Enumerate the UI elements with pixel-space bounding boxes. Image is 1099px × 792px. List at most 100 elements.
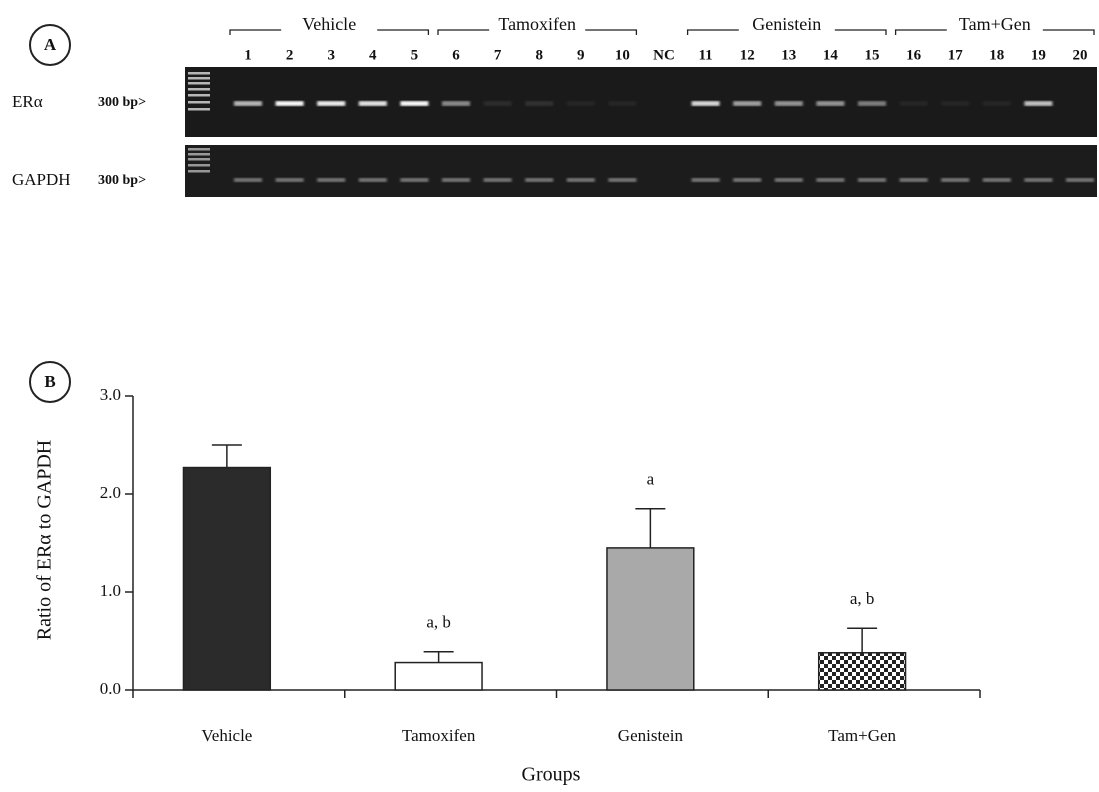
gel-band <box>359 101 387 106</box>
gel-band <box>317 101 345 106</box>
gel-band <box>733 178 761 182</box>
panel-label: B <box>44 372 55 391</box>
bar <box>819 653 906 690</box>
gel-band <box>484 101 512 106</box>
gel-band <box>900 101 928 106</box>
lane-label: 7 <box>494 47 502 63</box>
gel-band <box>941 101 969 106</box>
lane-label: 15 <box>865 47 880 63</box>
ladder-band <box>188 82 210 85</box>
gel-band <box>858 178 886 182</box>
lane-label: 19 <box>1031 47 1046 63</box>
gel-band <box>816 178 844 182</box>
gel-band <box>608 101 636 106</box>
ladder-band <box>188 88 210 91</box>
gel-band <box>276 101 304 106</box>
lane-label: NC <box>653 47 675 63</box>
figure: A 12345678910NC11121314151617181920Vehic… <box>0 0 1099 792</box>
ladder-band <box>188 148 210 151</box>
lane-label: 20 <box>1073 47 1088 63</box>
bar <box>395 663 482 690</box>
gel-band <box>775 178 803 182</box>
panel-label: A <box>44 35 57 54</box>
lane-label: 18 <box>989 47 1004 63</box>
gel-band <box>1024 178 1052 182</box>
x-tick-label: Tamoxifen <box>402 726 476 745</box>
gel-strip <box>185 145 1097 197</box>
lane-label: 13 <box>781 47 796 63</box>
lane-label: 8 <box>535 47 543 63</box>
gel-band <box>276 178 304 182</box>
lane-label: 9 <box>577 47 585 63</box>
lane-label: 5 <box>411 47 419 63</box>
gel-band <box>941 178 969 182</box>
annotation: a <box>647 470 655 489</box>
lane-label: 12 <box>740 47 755 63</box>
ladder-band <box>188 77 210 80</box>
bar <box>183 468 270 690</box>
lane-label: 10 <box>615 47 630 63</box>
gel-band <box>775 101 803 106</box>
x-tick-label: Genistein <box>618 726 684 745</box>
x-tick-label: Tam+Gen <box>828 726 896 745</box>
lane-label: 16 <box>906 47 922 63</box>
group-label: Vehicle <box>302 14 356 34</box>
group-label: Tamoxifen <box>498 14 576 34</box>
y-tick-label: 3.0 <box>100 385 121 404</box>
gel-band <box>567 101 595 106</box>
lane-label: 14 <box>823 47 839 63</box>
gel-band <box>567 178 595 182</box>
gel-band <box>900 178 928 182</box>
ladder-band <box>188 158 210 161</box>
lane-label: 17 <box>948 47 964 63</box>
y-tick-label: 1.0 <box>100 581 121 600</box>
gel-band <box>359 178 387 182</box>
gel-band <box>608 178 636 182</box>
y-axis-label: Ratio of ERα to GAPDH <box>34 440 56 640</box>
ladder-band <box>188 101 210 104</box>
row-label: ERα <box>12 92 43 111</box>
gel-band <box>733 101 761 106</box>
ladder-band <box>188 72 210 75</box>
ladder-band <box>188 164 210 167</box>
ladder-band <box>188 108 210 111</box>
lane-label: 2 <box>286 47 294 63</box>
gel-band <box>858 101 886 106</box>
annotation: a, b <box>850 589 875 608</box>
annotation: a, b <box>426 613 451 632</box>
gel-band <box>484 178 512 182</box>
gel-band <box>400 101 428 106</box>
x-tick-label: Vehicle <box>201 726 252 745</box>
lane-label: 3 <box>327 47 335 63</box>
gel-band <box>317 178 345 182</box>
gel-band <box>525 178 553 182</box>
gel-band <box>400 178 428 182</box>
gel-band <box>692 101 720 106</box>
gel-band <box>442 101 470 106</box>
gel-band <box>983 101 1011 106</box>
lane-label: 4 <box>369 47 377 63</box>
gel-band <box>234 101 262 106</box>
gel-band <box>1066 178 1094 182</box>
ladder-band <box>188 170 210 173</box>
gel-band <box>692 178 720 182</box>
gel-band <box>816 101 844 106</box>
y-tick-label: 0.0 <box>100 679 121 698</box>
lane-label: 11 <box>699 47 713 63</box>
gel-band <box>983 178 1011 182</box>
gel-band <box>442 178 470 182</box>
gel-band <box>525 101 553 106</box>
y-tick-label: 2.0 <box>100 483 121 502</box>
size-label: 300 bp> <box>98 95 146 110</box>
row-label: GAPDH <box>12 170 71 189</box>
chart: 0.0 1.0 2.0 3.0 Vehicle Tamoxifen a, b Genistei… <box>100 385 980 745</box>
group-label: Genistein <box>752 14 821 34</box>
ladder-band <box>188 153 210 156</box>
ladder-band <box>188 94 210 97</box>
gel-band <box>234 178 262 182</box>
x-axis-label: Groups <box>522 764 581 786</box>
bar <box>607 548 694 690</box>
lane-label: 6 <box>452 47 460 63</box>
lane-label: 1 <box>244 47 252 63</box>
gel-band <box>1024 101 1052 106</box>
